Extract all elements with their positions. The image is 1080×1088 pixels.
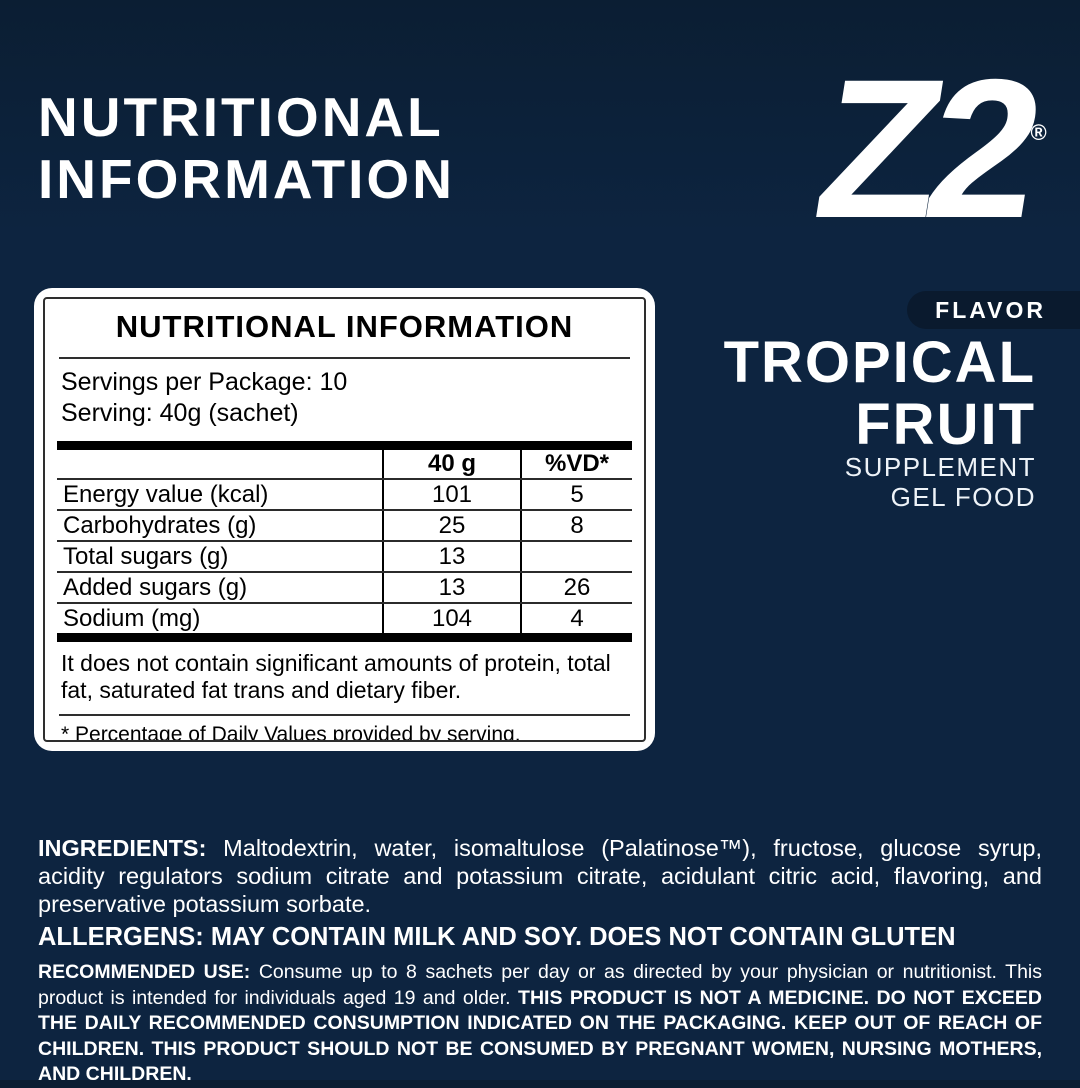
product-type-subtitle: SUPPLEMENT GEL FOOD xyxy=(845,452,1036,512)
flavor-name-line-2: FRUIT xyxy=(855,392,1036,457)
nutrition-panel: NUTRITIONAL INFORMATION Servings per Pac… xyxy=(34,288,655,751)
nutrient-amount: 104 xyxy=(382,604,520,633)
product-type-line-2: GEL FOOD xyxy=(890,482,1036,512)
allergens-paragraph: ALLERGENS: MAY CONTAIN MILK AND SOY. DOE… xyxy=(38,923,956,951)
servings-per-package: Servings per Package: 10 xyxy=(61,368,348,396)
nutrient-dv: 5 xyxy=(520,480,632,509)
recommended-use-paragraph: RECOMMENDED USE: Consume up to 8 sachets… xyxy=(38,960,1042,1088)
flavor-name: TROPICAL FRUIT xyxy=(724,332,1036,456)
table-row: Added sugars (g) 13 26 xyxy=(57,571,632,602)
nutrient-label: Sodium (mg) xyxy=(63,604,201,632)
brand-logo-text: Z2 xyxy=(803,38,1046,259)
panel-footnote: * Percentage of Daily Values provided by… xyxy=(61,723,521,742)
ingredients-text: Maltodextrin, water, isomaltulose (Palat… xyxy=(38,835,1042,917)
panel-note: It does not contain significant amounts … xyxy=(61,650,611,703)
page-title-line-2: INFORMATION xyxy=(38,148,455,210)
serving-size: Serving: 40g (sachet) xyxy=(61,399,299,427)
serving-info: Servings per Package: 10 Serving: 40g (s… xyxy=(61,367,632,429)
table-top-bar xyxy=(57,441,632,450)
panel-divider xyxy=(59,357,630,359)
legal-text-block: INGREDIENTS: Maltodextrin, water, isomal… xyxy=(38,834,1042,1088)
product-type-line-1: SUPPLEMENT xyxy=(844,452,1036,482)
table-header-dv: %VD* xyxy=(520,450,632,478)
table-header-row: 40 g %VD* xyxy=(57,450,632,478)
nutrient-label: Added sugars (g) xyxy=(63,573,248,601)
table-row: Total sugars (g) 13 xyxy=(57,540,632,571)
page-title-line-1: NUTRITIONAL xyxy=(38,86,444,148)
nutrient-amount: 13 xyxy=(382,573,520,602)
panel-divider xyxy=(59,714,630,716)
ingredients-paragraph: INGREDIENTS: Maltodextrin, water, isomal… xyxy=(38,834,1042,918)
flavor-badge: FLAVOR xyxy=(907,291,1080,329)
recommended-use-warning: THIS PRODUCT IS NOT A MEDICINE. DO NOT E… xyxy=(38,986,1042,1086)
nutrient-dv: 4 xyxy=(520,604,632,633)
recommended-use-text: Consume up to 8 sachets per day or as di… xyxy=(38,961,1042,1009)
brand-logo: Z2 ® xyxy=(803,38,1046,259)
table-row: Carbohydrates (g) 25 8 xyxy=(57,509,632,540)
table-row: Energy value (kcal) 101 5 xyxy=(57,478,632,509)
nutrient-amount: 101 xyxy=(382,480,520,509)
table-bottom-bar xyxy=(57,633,632,642)
nutrient-label: Energy value (kcal) xyxy=(63,480,269,508)
nutrient-dv: 8 xyxy=(520,511,632,540)
nutrient-label: Total sugars (g) xyxy=(63,542,229,570)
flavor-name-line-1: TROPICAL xyxy=(723,330,1036,395)
registered-trademark-icon: ® xyxy=(1030,120,1047,145)
nutrition-panel-border: NUTRITIONAL INFORMATION Servings per Pac… xyxy=(43,297,646,742)
nutrient-amount: 25 xyxy=(382,511,520,540)
page-title: NUTRITIONAL INFORMATION xyxy=(38,86,455,210)
nutrition-table: 40 g %VD* Energy value (kcal) 101 5 Carb… xyxy=(57,450,632,633)
nutrient-label: Carbohydrates (g) xyxy=(63,511,257,539)
nutrient-amount: 13 xyxy=(382,542,520,571)
table-row: Sodium (mg) 104 4 xyxy=(57,602,632,633)
panel-heading: NUTRITIONAL INFORMATION xyxy=(115,309,574,344)
ingredients-label: INGREDIENTS: xyxy=(38,835,207,861)
nutrient-dv: 26 xyxy=(520,573,632,602)
recommended-use-label: RECOMMENDED USE: xyxy=(38,961,251,983)
nutrient-dv xyxy=(520,542,632,571)
table-header-label xyxy=(57,450,382,478)
table-header-amount: 40 g xyxy=(382,450,520,478)
